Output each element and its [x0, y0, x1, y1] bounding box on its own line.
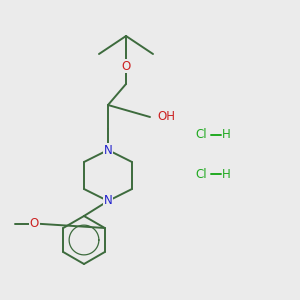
Text: OH: OH — [158, 110, 175, 124]
Text: H: H — [222, 128, 231, 142]
Text: H: H — [222, 167, 231, 181]
Text: N: N — [103, 194, 112, 208]
Text: O: O — [30, 217, 39, 230]
Text: N: N — [103, 143, 112, 157]
Text: O: O — [122, 59, 130, 73]
Text: Cl: Cl — [195, 128, 207, 142]
Text: Cl: Cl — [195, 167, 207, 181]
